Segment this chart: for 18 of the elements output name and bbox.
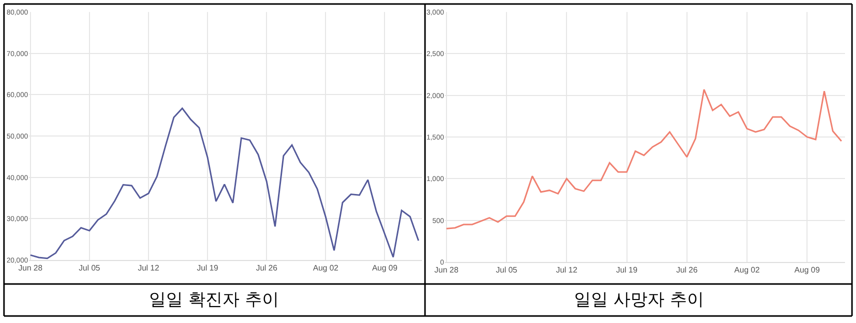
x-tick-label: Jul 26 — [256, 264, 278, 273]
x-tick-label: Jul 05 — [78, 264, 101, 273]
text: 일일 확진자 추이 — [149, 290, 279, 310]
x-tick-label: Jun 28 — [434, 266, 459, 275]
x-tick-label: Aug 09 — [794, 266, 820, 275]
line-series — [446, 88, 842, 230]
x-tick-label: Jul 12 — [138, 264, 160, 273]
x-tick-label: Jul 12 — [556, 266, 578, 275]
text: 일일 사망자 추이 — [574, 290, 704, 310]
x-tick-label: Jun 28 — [18, 264, 43, 273]
x-tick-label: Aug 02 — [313, 264, 339, 273]
x-tick-label: Jul 26 — [676, 266, 698, 275]
x-tick-label: Jul 19 — [616, 266, 638, 275]
line-series — [30, 108, 420, 260]
x-tick-label: Aug 09 — [372, 264, 398, 273]
x-tick-label: Jul 19 — [196, 264, 219, 273]
x-tick-label: Jul 05 — [496, 266, 518, 275]
x-tick-label: Aug 02 — [734, 266, 760, 275]
